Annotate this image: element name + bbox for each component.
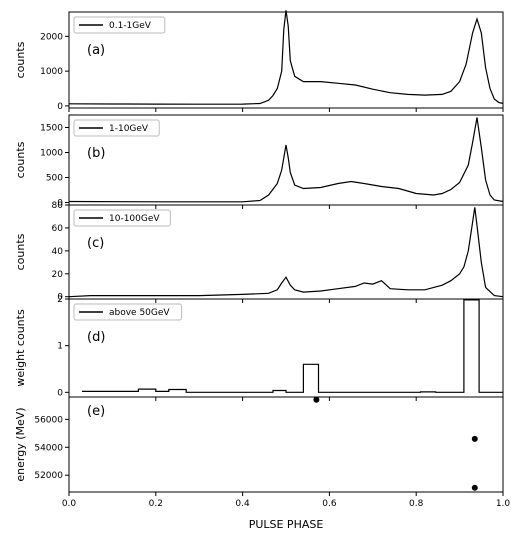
panel-1: 0 1000 2000 counts 0.1-1GeV (a)	[14, 10, 504, 112]
y-tick-label: 500	[46, 174, 63, 184]
legend: 0.1-1GeV	[73, 16, 166, 34]
legend-label: 10-100GeV	[109, 214, 160, 224]
y-tick-label: 1000	[40, 149, 63, 159]
x-tick-label: 0.8	[409, 499, 424, 509]
y-tick-label: 2	[57, 295, 63, 305]
y-axis-label: weight counts	[14, 309, 27, 387]
x-tick-label: 0.6	[322, 499, 337, 509]
y-tick-label: 54000	[34, 443, 63, 453]
y-tick-label: 20	[52, 270, 64, 280]
y-tick-label: 0	[57, 293, 63, 303]
y-tick-label: 1000	[40, 67, 63, 77]
legend: above 50GeV	[73, 303, 183, 321]
series-line	[68, 10, 504, 105]
y-axis-label: counts	[14, 41, 27, 78]
y-tick-label: 1	[57, 342, 63, 352]
y-axis-label: counts	[14, 233, 27, 270]
y-tick-label: 0	[57, 199, 63, 209]
panel-frame	[68, 396, 504, 493]
legend-label: above 50GeV	[109, 308, 170, 318]
legend: 10-100GeV	[73, 209, 171, 227]
series-step	[82, 299, 503, 393]
y-tick-label: 60	[52, 224, 64, 234]
y-tick-label: 80	[52, 201, 64, 211]
y-axis-label: counts	[14, 141, 27, 178]
scatter-point	[471, 435, 478, 442]
x-axis-label: PULSE PHASE	[249, 518, 324, 531]
y-tick-label: 40	[52, 247, 64, 257]
legend-label: 0.1-1GeV	[109, 21, 152, 31]
x-tick-label: 1.0	[496, 499, 511, 509]
y-tick-label: 0	[57, 388, 63, 398]
y-tick-label: 0	[57, 102, 63, 112]
scatter-point	[313, 396, 320, 403]
y-tick-label: 1500	[40, 124, 63, 134]
panel-5: 52000 54000 56000 energy (MeV) (e)	[14, 396, 504, 496]
x-tick-label: 0.0	[62, 499, 77, 509]
series-line	[68, 207, 504, 298]
y-tick-label: 52000	[34, 471, 63, 481]
y-tick-label: 2000	[40, 32, 63, 42]
series-line	[68, 117, 504, 203]
panel-2: 0 500 1000 1500 counts 1-10GeV (b)	[14, 114, 504, 209]
legend: 1-10GeV	[73, 119, 160, 137]
panel-label: (d)	[87, 330, 105, 345]
panel-label: (c)	[87, 236, 104, 251]
x-tick-label: 0.4	[235, 499, 250, 509]
legend-label: 1-10GeV	[109, 124, 149, 134]
y-tick-label: 56000	[34, 415, 63, 425]
scatter-point	[471, 484, 478, 491]
x-tick-label: 0.2	[149, 499, 163, 509]
panel-label: (a)	[87, 43, 105, 58]
y-axis-label: energy (MeV)	[14, 407, 27, 481]
panel-label: (b)	[87, 146, 105, 161]
panel-label: (e)	[87, 404, 105, 419]
panel-4: 0 1 2 weight counts above 50GeV (d)	[14, 295, 504, 401]
